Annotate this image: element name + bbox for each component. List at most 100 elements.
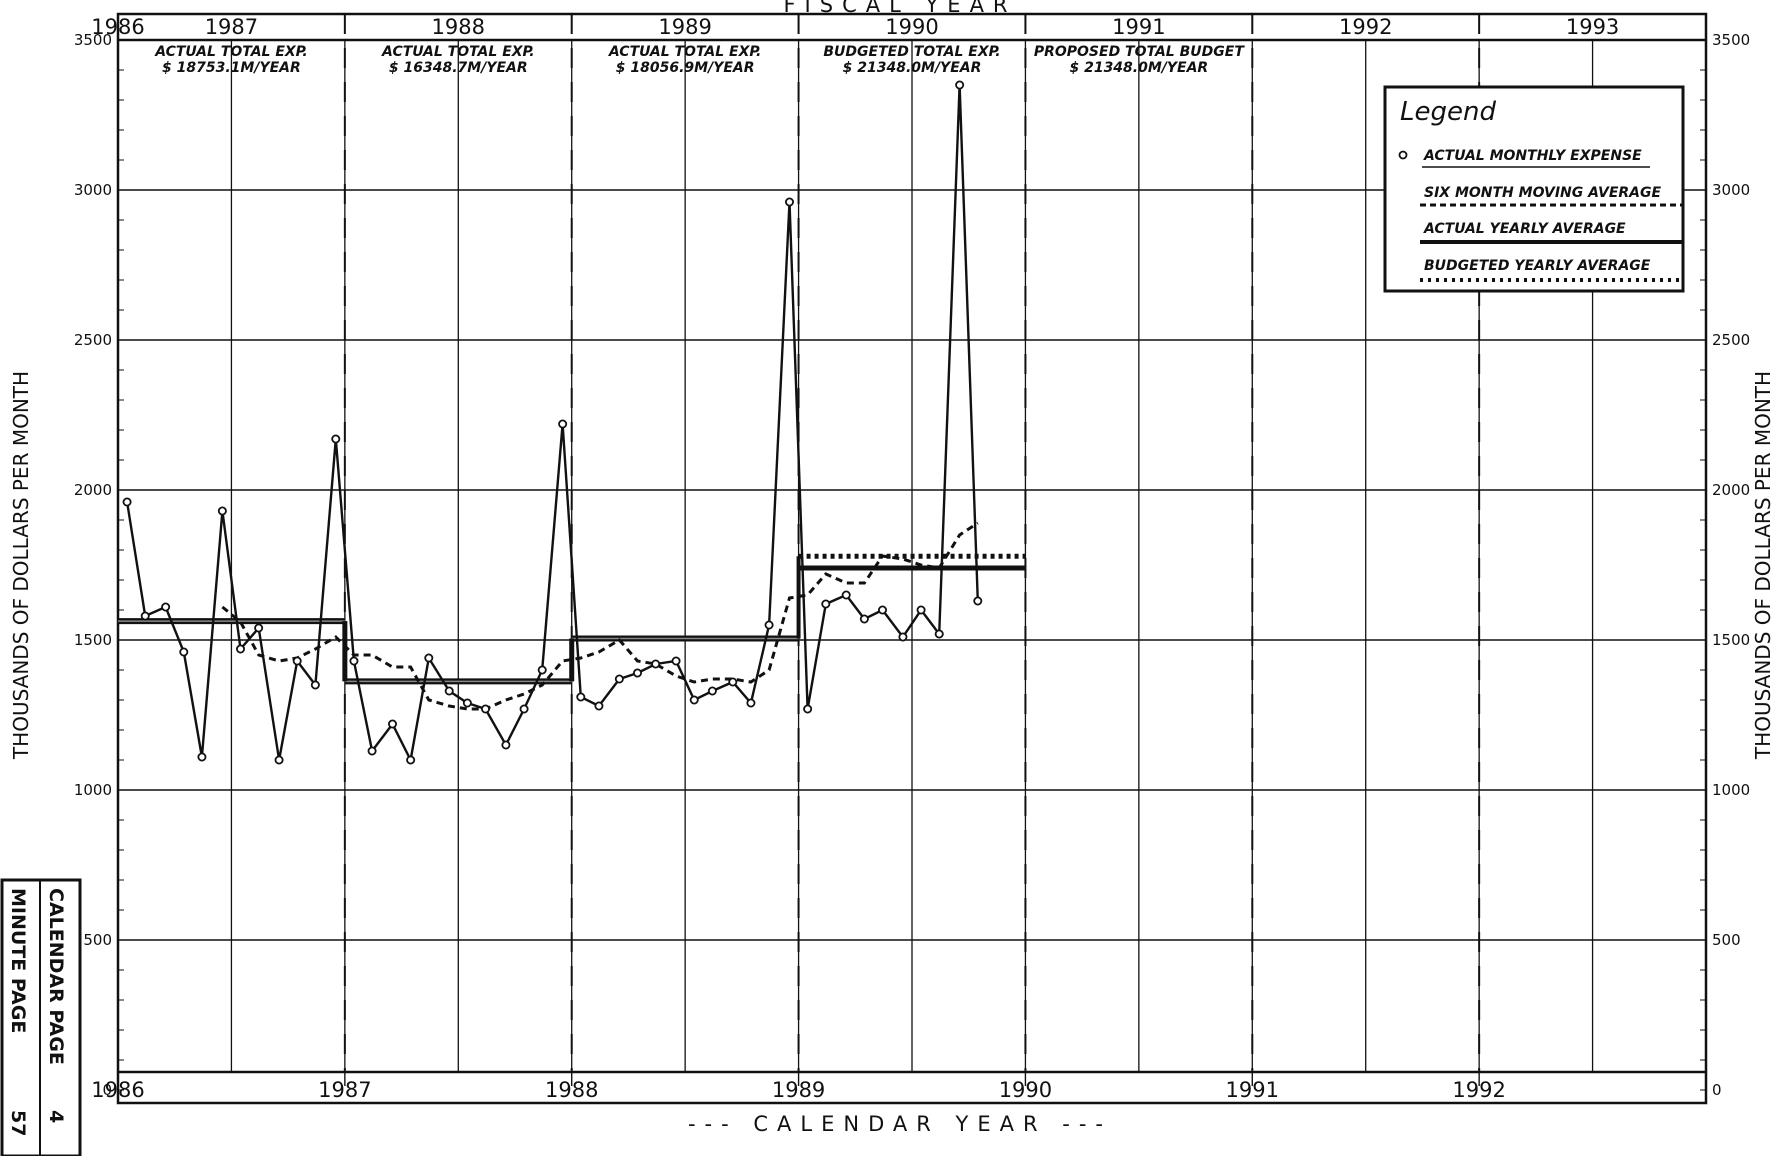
x-tick-label: 1988 (545, 1078, 598, 1102)
monthly-expense-point (558, 419, 568, 429)
monthly-expense-point (179, 647, 189, 657)
monthly-expense-point (387, 719, 397, 729)
monthly-expense-point (217, 506, 227, 516)
monthly-expense-point (671, 656, 681, 666)
y-tick-label-right: 1000 (1712, 781, 1750, 799)
stamp-calendar-page: CALENDAR PAGE (45, 888, 67, 1065)
monthly-expense-point (537, 665, 547, 675)
fiscal-year-label: 1993 (1566, 15, 1619, 39)
fiscal-year-label: 1988 (432, 15, 485, 39)
monthly-expense-point (916, 605, 926, 615)
y-tick-label-right: 3000 (1712, 181, 1750, 199)
monthly-expense-point (161, 602, 171, 612)
legend: Legend ACTUAL MONTHLY EXPENSE SIX MONTH … (1383, 85, 1685, 293)
fiscal-year-label: 1992 (1339, 15, 1392, 39)
chart-title: FISCAL YEAR (783, 0, 1016, 17)
plot-frame (116, 12, 1708, 1105)
monthly-expense-point (746, 698, 756, 708)
y-tick-label-right: 0 (1712, 1081, 1722, 1099)
legend-item-moving-avg: SIX MONTH MOVING AVERAGE (1424, 185, 1662, 201)
monthly-expense-point (898, 632, 908, 642)
annotation-text: $ 18753.1M/YEAR (162, 60, 301, 76)
monthly-expense-point (462, 698, 472, 708)
fiscal-year-label: 1989 (658, 15, 711, 39)
monthly-expense-point (424, 653, 434, 663)
monthly-expense-point (140, 611, 150, 621)
monthly-expense-point (331, 434, 341, 444)
monthly-expense-point (236, 644, 246, 654)
legend-item-yearly-avg: ACTUAL YEARLY AVERAGE (1423, 221, 1626, 237)
monthly-expense-point (689, 695, 699, 705)
monthly-expense-point (519, 704, 529, 714)
y-tick-label-left: 2500 (74, 331, 112, 349)
monthly-expense-point (878, 605, 888, 615)
text-layer: FISCAL YEAR --- CALENDAR YEAR --- THOUSA… (9, 0, 1775, 1136)
monthly-expense-point (576, 692, 586, 702)
annotation-text: ACTUAL TOTAL EXP. (381, 44, 534, 60)
y-tick-label-left: 1500 (74, 631, 112, 649)
monthly-expense-point (594, 701, 604, 711)
stamp-value-2: 57 (7, 1110, 29, 1136)
annotation-text: ACTUAL TOTAL EXP. (608, 44, 761, 60)
monthly-expense-point (367, 746, 377, 756)
annotation-text: $ 18056.9M/YEAR (616, 60, 755, 76)
monthly-expense-point (934, 629, 944, 639)
monthly-expense-point (349, 656, 359, 666)
x-tick-label: 1987 (318, 1078, 371, 1102)
fiscal-year-label: 1990 (885, 15, 938, 39)
x-axis-title: --- CALENDAR YEAR --- (688, 1112, 1112, 1136)
legend-item-monthly: ACTUAL MONTHLY EXPENSE (1423, 148, 1642, 164)
stamp-value-1: 4 (45, 1110, 67, 1123)
y-tick-label-right: 500 (1712, 931, 1741, 949)
monthly-expense-point (406, 755, 416, 765)
monthly-expense-point (444, 686, 454, 696)
series-layer (118, 80, 1026, 765)
y-tick-label-right: 2500 (1712, 331, 1750, 349)
y-tick-label-left: 0 (102, 1081, 112, 1099)
y-tick-label-left: 2000 (74, 481, 112, 499)
monthly-expense-point (707, 686, 717, 696)
monthly-expense-point (254, 623, 264, 633)
x-tick-label: 1990 (999, 1078, 1052, 1102)
y-tick-label-right: 2000 (1712, 481, 1750, 499)
y-tick-label-left: 1000 (74, 781, 112, 799)
page-stamp: CALENDAR PAGE MINUTE PAGE 4 57 (0, 878, 82, 1156)
y-axis-title-right: THOUSANDS OF DOLLARS PER MONTH (1751, 371, 1775, 760)
legend-title: Legend (1400, 97, 1496, 127)
x-tick-label: 1989 (772, 1078, 825, 1102)
monthly-expense-point (122, 497, 132, 507)
stamp-minute-page: MINUTE PAGE (7, 888, 29, 1033)
y-tick-label-left: 3000 (74, 181, 112, 199)
monthly-expense-point (728, 677, 738, 687)
monthly-expense-point (841, 590, 851, 600)
x-tick-label: 1992 (1452, 1078, 1505, 1102)
monthly-expense-line (125, 84, 979, 764)
monthly-expense-point (859, 614, 869, 624)
y-axis-title-left: THOUSANDS OF DOLLARS PER MONTH (9, 371, 33, 760)
monthly-expense-point (481, 704, 491, 714)
monthly-expense-point (197, 752, 207, 762)
annotation-text: BUDGETED TOTAL EXP. (823, 44, 1000, 60)
y-tick-label-left: 3500 (74, 31, 112, 49)
annotation-text: ACTUAL TOTAL EXP. (154, 44, 307, 60)
fiscal-year-label: 1991 (1112, 15, 1165, 39)
annotation-text: $ 21348.0M/YEAR (843, 60, 982, 76)
fiscal-year-label: 1986 (91, 15, 144, 39)
y-tick-label-right: 1500 (1712, 631, 1750, 649)
monthly-expense-point (764, 620, 774, 630)
y-tick-label-right: 3500 (1712, 31, 1750, 49)
y-tick-label-left: 500 (83, 931, 112, 949)
monthly-expense-point (784, 197, 794, 207)
legend-marker-monthly (1398, 150, 1408, 160)
monthly-expense-point (274, 755, 284, 765)
monthly-expense-point (803, 704, 813, 714)
monthly-expense-point (310, 680, 320, 690)
annotation-text: PROPOSED TOTAL BUDGET (1034, 44, 1246, 60)
monthly-expense-point (973, 596, 983, 606)
x-tick-label: 1986 (91, 1078, 144, 1102)
moving-average-line (221, 521, 979, 711)
x-tick-label: 1991 (1226, 1078, 1279, 1102)
monthly-expense-point (955, 80, 965, 90)
annotation-text: $ 21348.0M/YEAR (1069, 60, 1208, 76)
monthly-expense-point (501, 740, 511, 750)
